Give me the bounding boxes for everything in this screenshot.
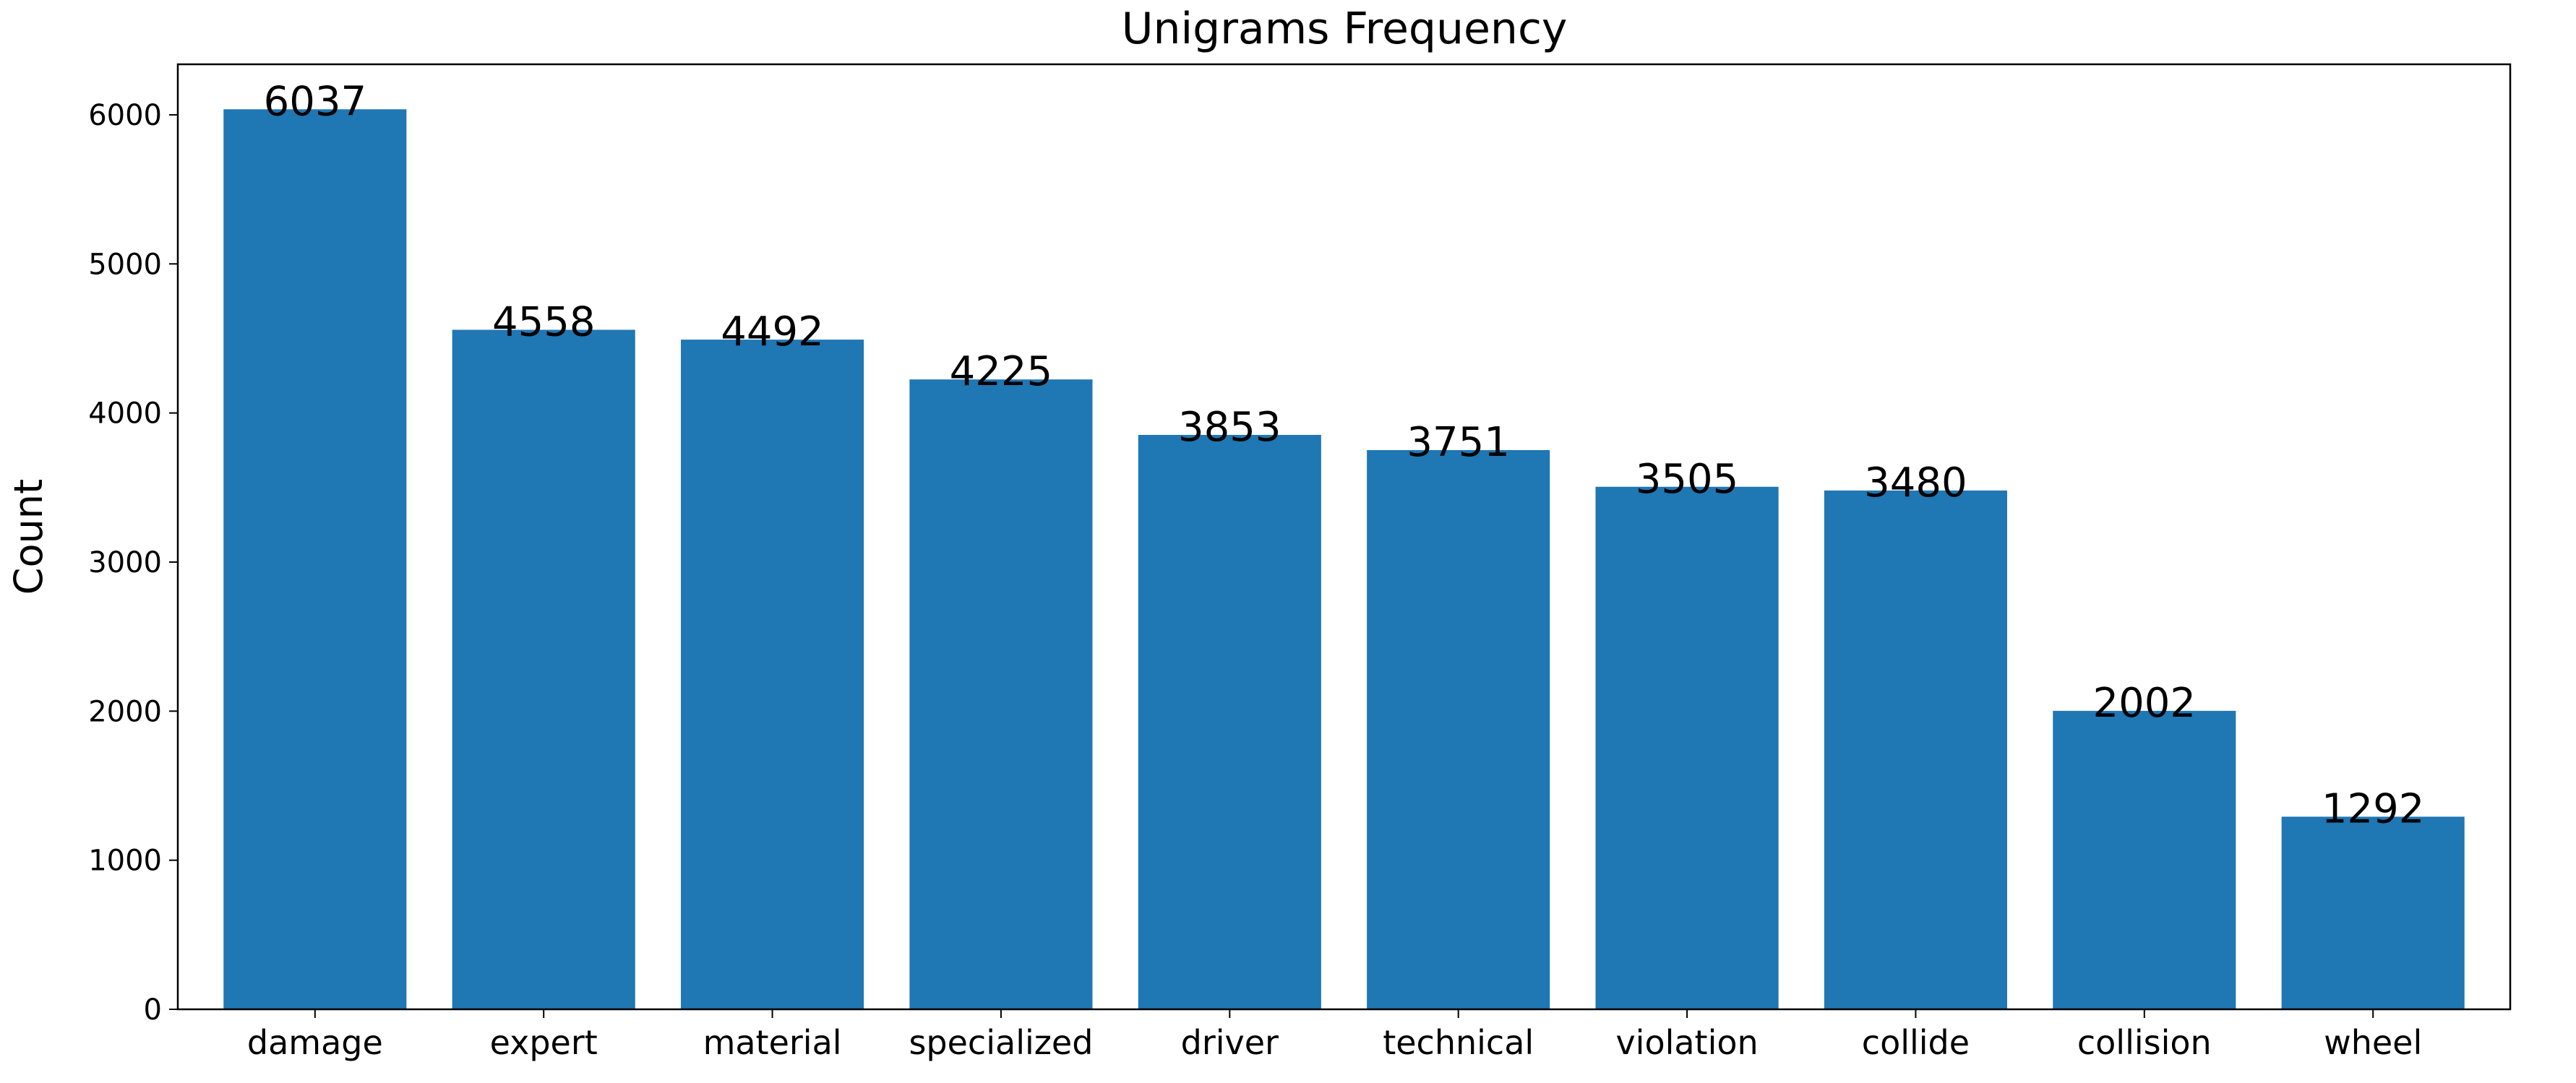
value-label: 4492 [721, 308, 824, 355]
bar [452, 329, 635, 1009]
value-label: 3480 [1864, 459, 1967, 506]
value-label: 3751 [1407, 419, 1510, 466]
y-tick-label: 2000 [88, 695, 162, 728]
y-tick-label: 6000 [88, 99, 162, 132]
x-tick-label: specialized [909, 1023, 1093, 1062]
value-label: 4558 [492, 298, 596, 345]
bar [2053, 710, 2236, 1009]
value-label: 1292 [2322, 785, 2425, 832]
bar [909, 379, 1093, 1009]
value-label: 2002 [2093, 680, 2197, 727]
bar [681, 340, 864, 1009]
value-label: 3853 [1178, 404, 1281, 451]
y-tick-label: 3000 [88, 546, 162, 579]
x-tick-label: driver [1181, 1023, 1279, 1062]
x-tick-label: technical [1383, 1023, 1534, 1062]
plot-frame [176, 63, 2512, 1011]
bar [1367, 449, 1550, 1009]
value-label: 6037 [264, 78, 367, 125]
chart-title: Unigrams Frequency [1122, 4, 1568, 54]
x-tick-label: wheel [2324, 1023, 2422, 1062]
bar [1138, 434, 1321, 1009]
bar [1595, 486, 1779, 1009]
y-axis-label: Count [6, 479, 51, 595]
y-tick-label: 5000 [88, 248, 162, 281]
x-tick-label: damage [247, 1023, 383, 1062]
bar [1824, 490, 2007, 1009]
value-label: 3505 [1636, 456, 1739, 503]
x-tick-label: violation [1615, 1023, 1758, 1062]
x-tick-label: collide [1862, 1023, 1970, 1062]
value-label: 4225 [950, 348, 1053, 395]
y-tick-label: 1000 [88, 845, 162, 878]
y-tick-label: 4000 [88, 397, 162, 431]
bar [2281, 816, 2465, 1009]
x-tick-label: collision [2077, 1023, 2212, 1062]
bar [223, 109, 407, 1009]
x-tick-label: expert [490, 1023, 598, 1062]
x-tick-label: material [703, 1023, 842, 1062]
y-tick-label: 0 [144, 993, 162, 1027]
